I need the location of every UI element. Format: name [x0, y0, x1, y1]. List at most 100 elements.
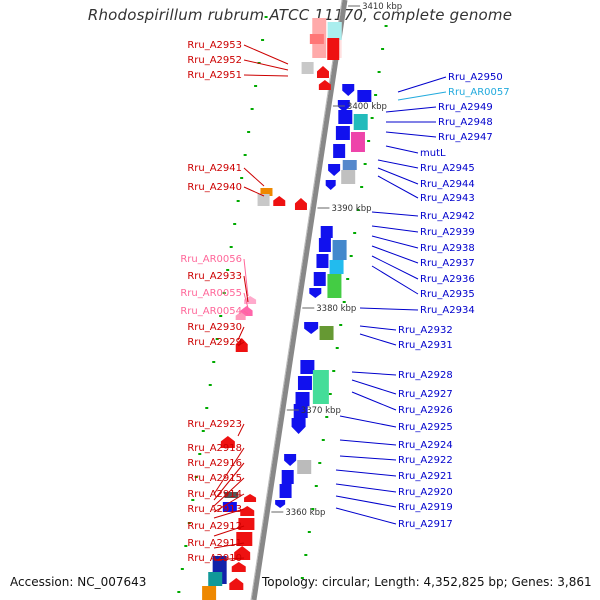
gene-feature [341, 170, 356, 184]
tick-mark [229, 246, 233, 248]
gene-feature [295, 392, 310, 406]
tick-mark [212, 361, 216, 363]
tick-mark [180, 568, 184, 570]
leader-line [243, 275, 249, 303]
gene-feature [353, 114, 368, 130]
leader-line [371, 265, 419, 295]
tick-mark [325, 416, 329, 418]
gene-arrow [304, 322, 319, 334]
gene-label-right: Rru_A2950 [448, 72, 503, 83]
gene-feature [329, 260, 344, 274]
tick-mark [311, 508, 315, 510]
gene-arrow [294, 198, 307, 210]
leader-line [243, 59, 289, 71]
tick-mark [360, 186, 364, 188]
gene-feature [327, 38, 340, 60]
tick-mark [335, 347, 339, 349]
leader-line [213, 525, 245, 537]
gene-feature [335, 126, 350, 140]
leader-line [213, 508, 245, 519]
gene-arrow [229, 578, 244, 590]
gene-arrow [328, 164, 341, 176]
gene-feature [257, 194, 270, 206]
gene-label-right: Rru_A2931 [398, 340, 453, 351]
tick-mark [187, 522, 191, 524]
gene-arrow [291, 418, 306, 434]
gene-label-left: Rru_A2918 [187, 443, 242, 454]
scale-label: 3410 kbp [362, 2, 402, 12]
gene-feature [312, 370, 329, 404]
minor-ticks [177, 16, 388, 593]
gene-label-right: Rru_A2942 [420, 211, 475, 222]
tick-mark [254, 85, 258, 87]
leader-line [213, 477, 245, 507]
gene-label-right: Rru_A2935 [420, 289, 475, 300]
tick-mark [201, 430, 205, 432]
gene-feature [281, 470, 294, 484]
tick-mark [226, 269, 230, 271]
leader-line [371, 255, 419, 280]
gene-label-left: Rru_AR0056 [180, 254, 242, 265]
gene-feature [338, 110, 353, 124]
scale-markers: 3410 kbp 3400 kbp 3390 kbp 3380 kbp 3370 kbp… [271, 2, 402, 518]
gene-label-right: Rru_A2920 [398, 487, 453, 498]
tick-mark [332, 370, 336, 372]
gene-feature [327, 22, 342, 40]
gene-feature [208, 572, 223, 586]
gene-arrow [244, 494, 257, 502]
gene-labels: Rru_A2953 Rru_A2952 Rru_A2951 Rru_A2941 Rru_… [180, 40, 509, 564]
tick-mark [328, 393, 332, 395]
leader-line [237, 341, 245, 347]
gene-label-left: Rru_A2912 [187, 521, 242, 532]
gene-feature [309, 34, 324, 44]
gene-label-right: Rru_A2926 [398, 405, 453, 416]
tick-mark [205, 407, 209, 409]
gene-feature [357, 90, 372, 102]
scale-label: 3360 kbp [285, 508, 325, 518]
gene-label-left: Rru_A2953 [187, 40, 242, 51]
gene-feature [260, 188, 273, 196]
tick-mark [381, 48, 385, 50]
tick-mark [236, 200, 240, 202]
leader-line [359, 333, 397, 346]
gene-label-left: Rru_A2913 [187, 504, 242, 515]
leader-line [371, 225, 419, 233]
gene-feature [316, 254, 329, 268]
leader-line [243, 167, 265, 187]
gene-label-right: Rru_A2943 [420, 193, 475, 204]
gene-label-right: Rru_A2938 [420, 243, 475, 254]
tick-mark [215, 338, 219, 340]
gene-label-left: Rru_A2914 [187, 489, 242, 500]
gene-arrow [235, 338, 248, 352]
tick-mark [198, 453, 202, 455]
leader-line [335, 507, 397, 525]
gene-feature [332, 240, 347, 260]
gene-label-right: Rru_A2927 [398, 389, 453, 400]
leader-line [351, 391, 397, 411]
leader-line [351, 379, 397, 395]
gene-label-right: Rru_AR0057 [448, 87, 510, 98]
leader-line [377, 159, 419, 169]
gene-label-left: Rru_A2923 [187, 419, 242, 430]
gene-label-left: Rru_A2940 [187, 182, 242, 193]
gene-feature [224, 492, 239, 498]
tick-mark [370, 117, 374, 119]
tick-mark [349, 255, 353, 257]
gene-arrow [316, 66, 329, 78]
tick-mark [318, 462, 322, 464]
leader-line [371, 245, 419, 264]
leader-line [371, 235, 419, 249]
gene-label-right: Rru_A2937 [420, 258, 475, 269]
gene-label-left: Rru_A2941 [187, 163, 242, 174]
gene-label-right: Rru_A2921 [398, 471, 453, 482]
gene-arrow [284, 454, 297, 466]
leader-line [243, 74, 289, 77]
gene-feature [318, 238, 331, 252]
gene-arrow [275, 500, 286, 508]
gene-feature [350, 132, 365, 152]
leader-line [359, 307, 419, 311]
gene-label-right: Rru_A2924 [398, 440, 453, 451]
gene-arrow [318, 80, 331, 90]
leader-line [359, 325, 397, 331]
